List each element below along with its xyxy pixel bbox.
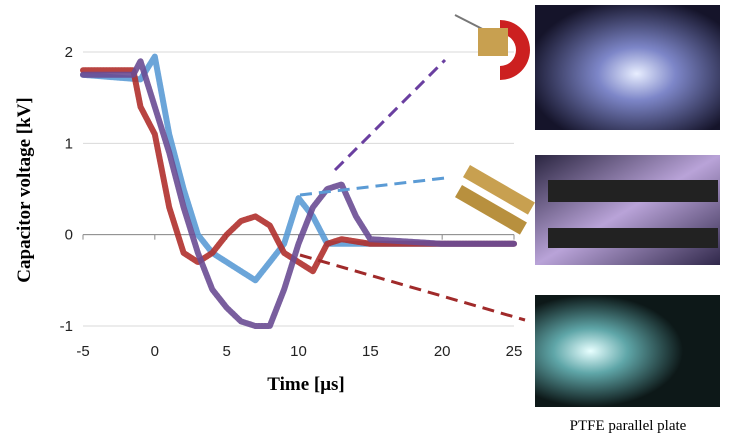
- x-tick-label: 25: [506, 343, 523, 360]
- x-tick-label: 0: [151, 343, 159, 360]
- photo-caption: PTFE parallel plate: [570, 418, 687, 434]
- y-tick-label: 2: [65, 44, 73, 61]
- rail: [548, 180, 718, 202]
- figure: Time [μs] Capacitor voltage [kV] PTFE pa…: [0, 0, 739, 439]
- rail: [548, 228, 718, 248]
- x-tick-label: 20: [434, 343, 451, 360]
- chart: Time [μs] Capacitor voltage [kV] PTFE pa…: [0, 0, 739, 439]
- y-tick-label: -1: [60, 318, 73, 335]
- x-tick-label: -5: [76, 343, 89, 360]
- x-tick-label: 15: [362, 343, 379, 360]
- connector: [300, 255, 525, 320]
- photo-parallel-rails: [535, 155, 720, 265]
- y-tick-label: 0: [65, 227, 73, 244]
- x-tick-label: 10: [290, 343, 307, 360]
- photo-ptfe: [535, 295, 720, 407]
- connector: [300, 178, 445, 195]
- x-axis-label: Time [μs]: [267, 374, 344, 395]
- y-tick-label: 1: [65, 135, 73, 152]
- photo-coaxial: [535, 5, 720, 130]
- y-axis-label: Capacitor voltage [kV]: [14, 97, 35, 282]
- icon-coaxial-core: [478, 28, 508, 56]
- connector: [335, 60, 445, 170]
- data-line: [83, 61, 514, 326]
- x-tick-label: 5: [222, 343, 230, 360]
